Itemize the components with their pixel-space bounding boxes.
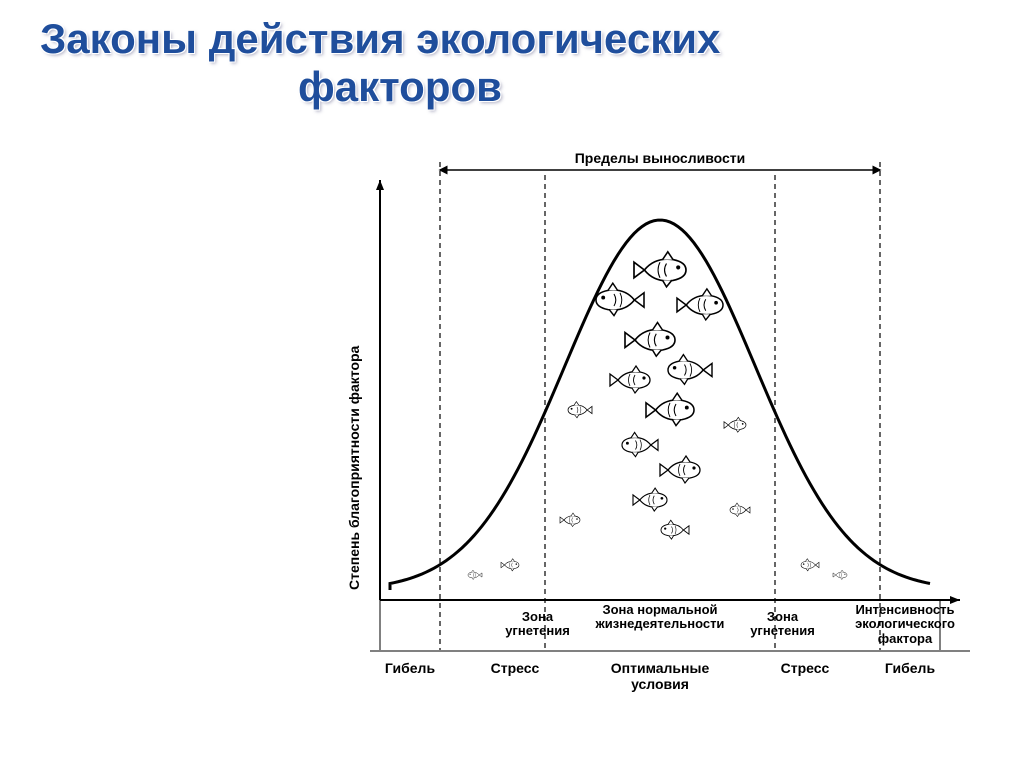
y-axis-arrow-icon	[376, 180, 384, 190]
fish-icon	[801, 559, 819, 571]
stress-left: Стресс	[480, 660, 550, 676]
plot-area	[376, 162, 960, 650]
zone-suppress-right-text: Зона угнетения	[750, 609, 815, 638]
zone-suppress-left: Зона угнетения	[495, 610, 580, 639]
fish-icon	[724, 417, 746, 432]
zone-suppress-right: Зона угнетения	[740, 610, 825, 639]
fish-icon	[622, 432, 658, 456]
y-axis-label: Степень благоприятности фактора	[346, 346, 362, 590]
fish-icon	[730, 503, 750, 517]
fish-icon	[610, 366, 650, 393]
page-title: Законы действия экологических факторов	[40, 15, 840, 112]
zone-normal-center-text: Зона нормальной жизнедеятельности	[596, 602, 725, 631]
fish-icon	[668, 355, 712, 385]
x-axis-label-text: Интенсивность экологического фактора	[855, 602, 955, 646]
title-line-1: Законы действия экологических	[40, 15, 720, 62]
fish-icon	[660, 456, 700, 483]
fish-icon	[633, 488, 667, 511]
x-axis-label: Интенсивность экологического фактора	[835, 603, 975, 646]
optimal-center: Оптимальные условия	[580, 660, 740, 692]
fish-icon	[833, 570, 847, 579]
fish-icon	[501, 559, 519, 571]
fish-layer	[468, 252, 847, 580]
fish-icon	[468, 570, 482, 579]
row-divider	[370, 650, 970, 652]
zone-normal-center: Зона нормальной жизнедеятельности	[580, 603, 740, 632]
fish-icon	[677, 289, 723, 320]
fish-icon	[596, 283, 644, 315]
zone-suppress-left-text: Зона угнетения	[505, 609, 570, 638]
death-left: Гибель	[375, 660, 445, 676]
fish-icon	[560, 513, 580, 527]
death-right: Гибель	[875, 660, 945, 676]
fish-icon	[568, 402, 592, 418]
fish-icon	[634, 252, 686, 287]
title-line-2: факторов	[120, 63, 680, 111]
tolerance-span-label: Пределы выносливости	[505, 150, 815, 166]
fish-icon	[661, 520, 689, 539]
optimal-center-text: Оптимальные условия	[611, 660, 709, 692]
stress-right: Стресс	[770, 660, 840, 676]
tolerance-chart: Степень благоприятности фактора Пределы …	[330, 150, 1000, 710]
fish-icon	[625, 323, 675, 357]
fish-icon	[646, 393, 694, 425]
